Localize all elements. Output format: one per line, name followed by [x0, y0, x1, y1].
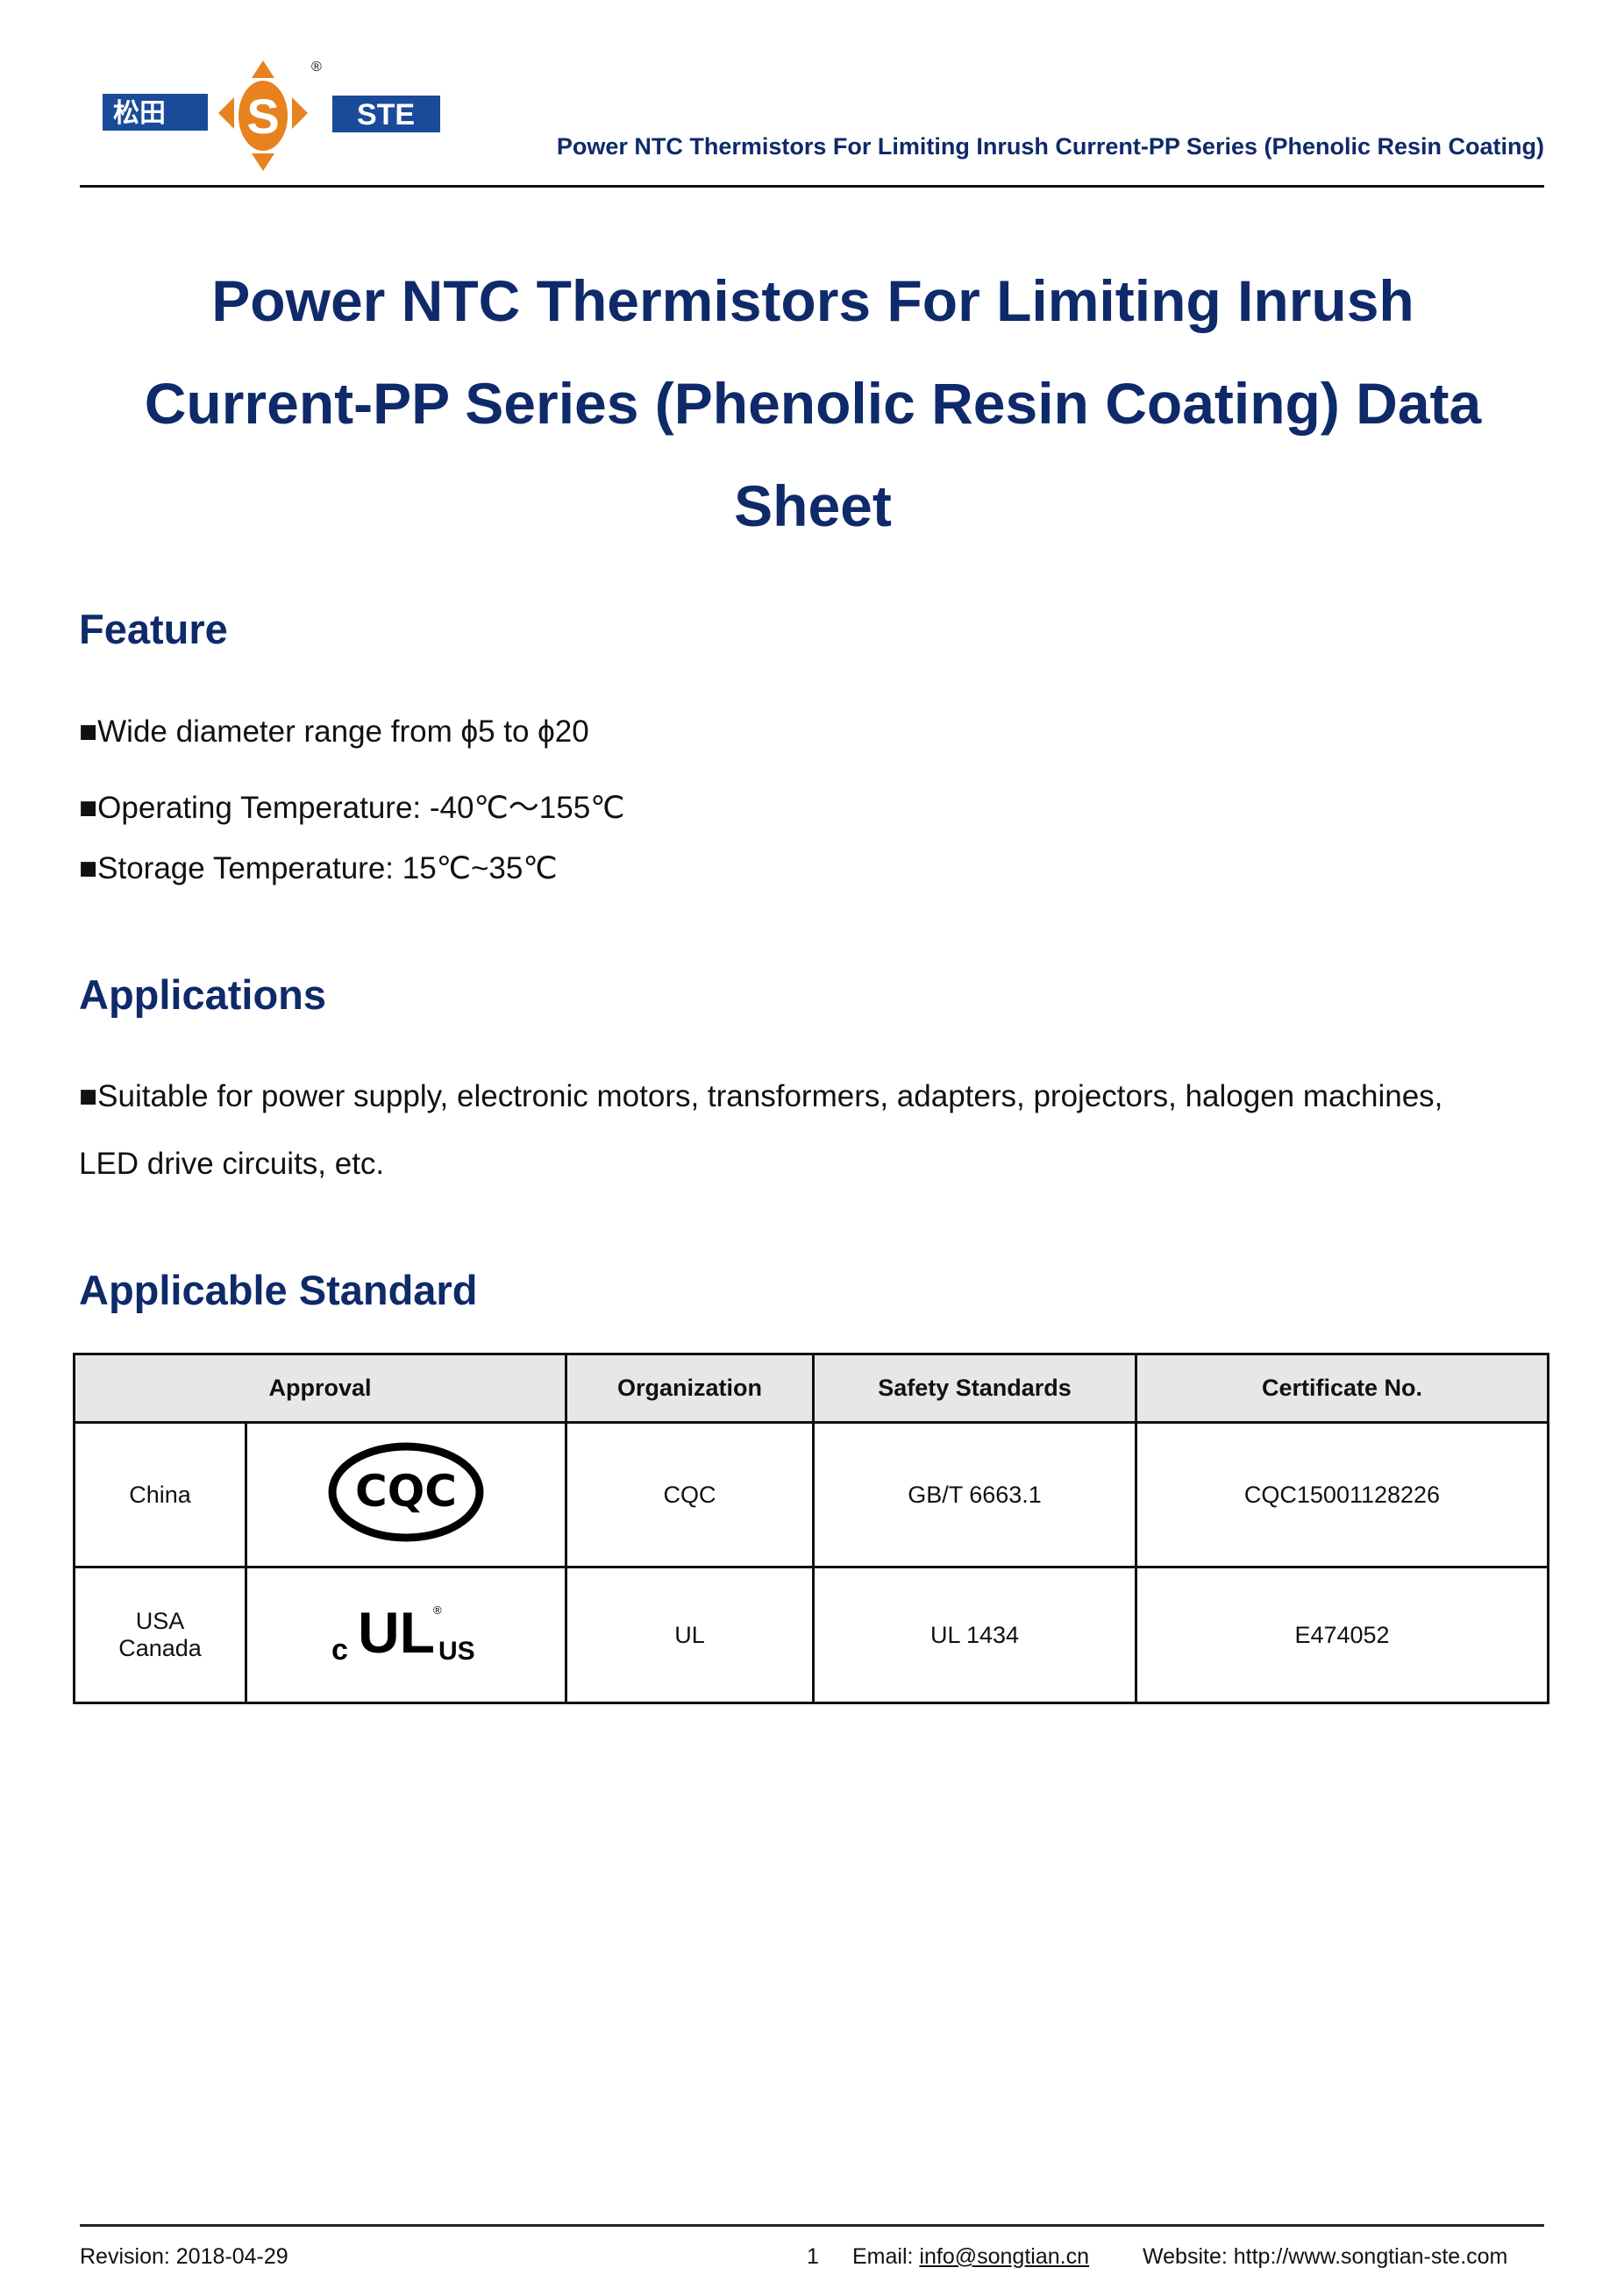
cul-us-mark-icon: c UL US ® — [331, 1600, 475, 1667]
cqc-mark-cell: CQC — [245, 1421, 567, 1568]
standards-table: Approval Organization Safety Standards C… — [73, 1353, 1549, 1704]
feature-item: ■Operating Temperature: -40℃～155℃ — [79, 791, 625, 825]
feature-item: ■Storage Temperature: 15℃~35℃ — [79, 851, 558, 885]
svg-text:®: ® — [433, 1603, 442, 1617]
feature-heading: Feature — [79, 606, 228, 652]
songtian-ste-logo: 松田 S STE ® — [103, 60, 440, 171]
svg-text:UL: UL — [358, 1602, 435, 1663]
email: Email: info@songtian.cn — [852, 2244, 1089, 2269]
svg-text:CQC: CQC — [355, 1466, 457, 1517]
certificate-cell: E474052 — [1135, 1566, 1549, 1704]
column-header: Certificate No. — [1135, 1353, 1549, 1424]
applications-text: LED drive circuits, etc. — [79, 1147, 385, 1181]
website: Website: http://www.songtian-ste.com — [1143, 2244, 1508, 2269]
region-cell: USA Canada — [73, 1566, 247, 1704]
svg-text:S: S — [246, 89, 279, 144]
page-title: Power NTC Thermistors For Limiting Inrus… — [81, 250, 1545, 558]
feature-item: ■Wide diameter range from ϕ5 to ϕ20 — [79, 714, 589, 749]
title-line: Current-PP Series (Phenolic Resin Coatin… — [144, 371, 1482, 436]
standard-heading: Applicable Standard — [79, 1267, 478, 1313]
email-link[interactable]: info@songtian.cn — [919, 2244, 1089, 2269]
title-line: Power NTC Thermistors For Limiting Inrus… — [211, 268, 1414, 333]
column-header: Safety Standards — [812, 1353, 1137, 1424]
table-row: China CQC CQC GB/T 6663.1 CQC15001128226 — [73, 1421, 1549, 1568]
region-cell: China — [73, 1421, 247, 1568]
table-header-row: Approval Organization Safety Standards C… — [73, 1353, 1549, 1424]
column-header: Organization — [565, 1353, 815, 1424]
svg-text:c: c — [331, 1633, 348, 1663]
applications-text: ■Suitable for power supply, electronic m… — [79, 1079, 1443, 1113]
organization-cell: CQC — [565, 1421, 815, 1568]
organization-cell: UL — [565, 1566, 815, 1704]
cqc-mark-icon: CQC — [328, 1442, 484, 1541]
header-divider — [80, 185, 1544, 188]
title-line: Sheet — [734, 473, 892, 538]
page-number: 1 — [807, 2244, 819, 2269]
footer-divider — [80, 2224, 1544, 2227]
svg-text:STE: STE — [357, 98, 415, 132]
table-row: USA Canada c UL US ® UL UL 1434 E474052 — [73, 1566, 1549, 1704]
certificate-cell: CQC15001128226 — [1135, 1421, 1549, 1568]
svg-text:松田: 松田 — [113, 98, 166, 129]
registered-mark: ® — [311, 60, 322, 75]
column-header: Approval — [73, 1353, 567, 1424]
running-title: Power NTC Thermistors For Limiting Inrus… — [556, 133, 1544, 160]
standard-cell: GB/T 6663.1 — [812, 1421, 1137, 1568]
standard-cell: UL 1434 — [812, 1566, 1137, 1704]
applications-heading: Applications — [79, 971, 327, 1018]
ul-mark-cell: c UL US ® — [245, 1566, 567, 1704]
revision: Revision: 2018-04-29 — [80, 2244, 288, 2269]
svg-text:US: US — [438, 1637, 475, 1663]
